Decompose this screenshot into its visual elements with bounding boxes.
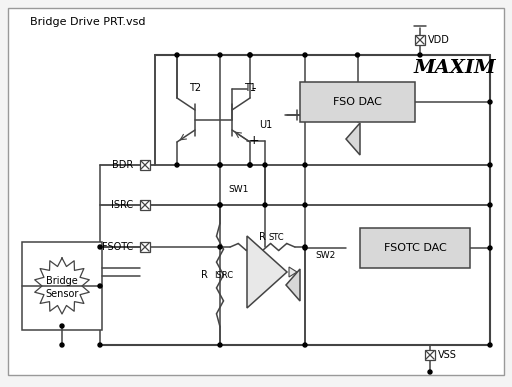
Circle shape [303,343,307,347]
Circle shape [488,343,492,347]
Bar [425,350,435,360]
Circle shape [98,284,102,288]
Bar [22,242,102,330]
Circle shape [175,163,179,167]
Text: Bridge: Bridge [46,276,78,286]
Text: FSO DAC: FSO DAC [333,97,382,107]
Circle shape [488,100,492,104]
Bar [140,160,150,170]
Circle shape [218,203,222,207]
Circle shape [303,245,307,249]
Circle shape [60,324,64,328]
Bar [140,200,150,210]
Circle shape [248,163,252,167]
Circle shape [303,246,307,250]
Text: VDD: VDD [428,35,450,45]
Circle shape [263,163,267,167]
Bar [360,228,470,268]
Bar [300,82,415,122]
Text: SW1: SW1 [228,185,248,195]
Circle shape [218,163,222,167]
Circle shape [488,246,492,250]
Text: Bridge Drive PRT.vsd: Bridge Drive PRT.vsd [30,17,145,27]
Text: SW2: SW2 [315,252,336,260]
Circle shape [303,53,307,57]
Text: FSOTC: FSOTC [102,242,133,252]
Circle shape [303,163,307,167]
Circle shape [218,53,222,57]
Circle shape [218,203,222,207]
Polygon shape [289,267,297,277]
Text: +: + [249,135,259,147]
Bar [140,242,150,252]
Circle shape [303,203,307,207]
Text: STC: STC [268,233,284,241]
Circle shape [98,343,102,347]
Text: FSOTC DAC: FSOTC DAC [383,243,446,253]
Text: Sensor: Sensor [46,289,79,299]
Text: R: R [259,232,266,242]
Circle shape [248,53,252,57]
Circle shape [218,343,222,347]
Circle shape [175,53,179,57]
Circle shape [248,53,252,57]
Text: T1: T1 [244,83,256,93]
Text: T2: T2 [189,83,201,93]
Bar [415,35,425,45]
Text: VSS: VSS [438,350,457,360]
Text: -: - [252,82,256,96]
Circle shape [418,53,422,57]
Text: R: R [201,270,208,280]
Circle shape [488,163,492,167]
Text: U1: U1 [259,120,272,130]
Circle shape [60,343,64,347]
Circle shape [218,245,222,249]
Circle shape [98,245,102,249]
Circle shape [218,163,222,167]
Text: BDR: BDR [112,160,133,170]
Text: MAXIM: MAXIM [414,59,496,77]
Polygon shape [286,269,300,301]
Circle shape [248,163,252,167]
Polygon shape [346,123,360,155]
Text: ISRC: ISRC [214,272,233,281]
Circle shape [263,203,267,207]
Polygon shape [247,236,287,308]
Text: ISRC: ISRC [111,200,133,210]
Circle shape [488,203,492,207]
Circle shape [428,370,432,374]
Circle shape [355,53,359,57]
